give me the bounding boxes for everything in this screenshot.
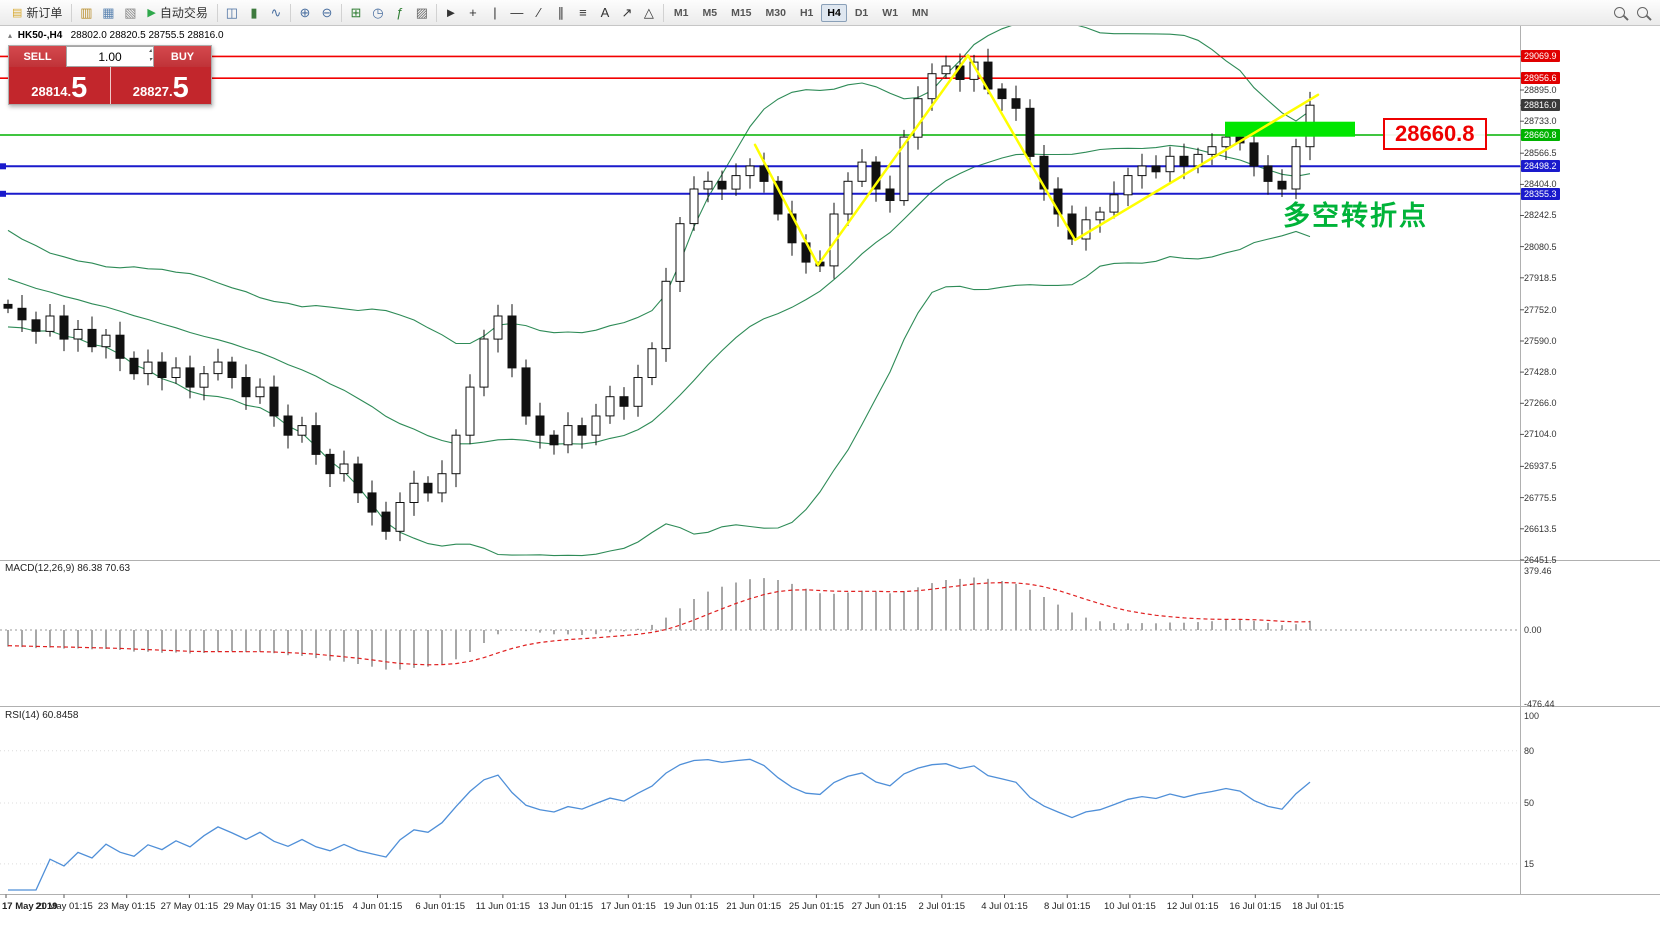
trend-annotation-text[interactable]: 多空转折点 [1283, 201, 1428, 231]
shapes-icon[interactable]: △ [643, 4, 654, 20]
sell-price-main: 28814. [31, 84, 72, 99]
timeframe-mn-button[interactable]: MN [912, 6, 929, 19]
toolbar-separator [71, 3, 73, 22]
buy-button[interactable]: BUY [154, 46, 211, 67]
timeframe-w1-button[interactable]: W1 [882, 6, 899, 19]
toolbar: ▤ 新订单 ▥ ▦ ▧ ▶ 自动交易 ◫ ▮ ∿ ⊕ ⊖ ⊞ ◷ ƒ ▨ ► + | ― ∕ ∥ ≡ A ↗ △ M1 M5 M15 M… [0, 0, 1660, 26]
new-order-icon: ▤ [12, 7, 23, 19]
toolbar-separator [289, 3, 291, 22]
quick-search-icon[interactable] [1637, 7, 1648, 18]
timeframe-toolbar: M1 M5 M15 M30 H1 H4 D1 W1 MN [667, 3, 935, 22]
auto-trading-button-label: 自动交易 [159, 6, 208, 20]
text-icon[interactable]: A [600, 5, 610, 20]
buy-price[interactable]: 28827. 5 [109, 67, 211, 105]
arrows-icon[interactable]: ↗ [621, 4, 633, 20]
templates-icon[interactable]: ▨ [415, 4, 429, 20]
toolbar-separator [662, 3, 664, 22]
chart-symbol-info: ▴ HK50-,H4 28802.0 28820.5 28755.5 28816… [8, 30, 224, 41]
toolbar-separator [340, 3, 342, 22]
data-window-icon[interactable]: ▦ [102, 4, 115, 20]
volume-spinner-icons[interactable]: ▴ ▾ [148, 48, 152, 63]
candlestick-chart-icon[interactable]: ▮ [250, 4, 258, 20]
timeframe-m1-button[interactable]: M1 [673, 6, 689, 19]
buy-price-big-digit: 5 [172, 72, 189, 105]
toolbar-right [1614, 7, 1654, 18]
sell-price-big-digit: 5 [71, 72, 88, 105]
symbol-period-label: HK50-,H4 [17, 30, 63, 41]
toolbar-separator [216, 3, 218, 22]
timeframe-d1-button[interactable]: D1 [854, 6, 869, 19]
timeframe-m30-button[interactable]: M30 [765, 6, 786, 19]
auto-trading-icon: ▶ [147, 7, 156, 19]
fibonacci-icon[interactable]: ≡ [579, 5, 587, 20]
zoom-in-icon[interactable]: ⊕ [299, 4, 311, 20]
horizontal-line-icon[interactable]: ― [510, 5, 524, 20]
timeframe-m5-button[interactable]: M5 [702, 6, 718, 19]
channel-icon[interactable]: ∥ [557, 4, 565, 20]
toolbar-separator [435, 3, 437, 22]
volume-stepper[interactable]: 1.00 ▴ ▾ [66, 46, 154, 67]
vertical-line-icon[interactable]: | [493, 5, 497, 20]
cursor-icon[interactable]: ► [444, 5, 458, 20]
ohlc-values: 28802.0 28820.5 28755.5 28816.0 [70, 30, 224, 41]
market-watch-icon[interactable]: ▥ [80, 4, 93, 20]
volume-value: 1.00 [98, 49, 122, 64]
timeframe-m15-button[interactable]: M15 [731, 6, 752, 19]
timeframe-h1-button[interactable]: H1 [799, 6, 814, 19]
auto-scroll-icon[interactable]: ◷ [372, 4, 384, 20]
timeframe-h4-button[interactable]: H4 [821, 3, 847, 22]
navigator-icon[interactable]: ▧ [124, 4, 137, 20]
tile-windows-icon[interactable]: ⊞ [350, 4, 362, 20]
crosshair-icon[interactable]: + [469, 5, 477, 20]
toolbar-items: ▤ 新订单 ▥ ▦ ▧ ▶ 自动交易 ◫ ▮ ∿ ⊕ ⊖ ⊞ ◷ ƒ ▨ ► + | ― ∕ ∥ ≡ A ↗ △ [6, 2, 667, 23]
zoom-out-icon[interactable]: ⊖ [321, 4, 333, 20]
new-order-button[interactable]: ▤ 新订单 [6, 2, 68, 23]
search-icon[interactable] [1614, 7, 1625, 18]
sell-price[interactable]: 28814. 5 [9, 67, 110, 104]
price-callout-box[interactable]: 28660.8 [1383, 118, 1487, 150]
new-order-button-label: 新订单 [26, 6, 63, 20]
sell-button[interactable]: SELL [9, 46, 66, 67]
line-chart-icon[interactable]: ∿ [270, 4, 282, 20]
one-click-trading-panel: SELL 1.00 ▴ ▾ BUY 28814. 5 28827. 5 [8, 45, 212, 105]
buy-price-main: 28827. [132, 84, 173, 99]
trendline-icon[interactable]: ∕ [537, 5, 540, 20]
macd-panel-label: MACD(12,26,9) 86.38 70.63 [5, 563, 131, 574]
bar-chart-icon[interactable]: ◫ [225, 4, 239, 20]
auto-trading-button[interactable]: ▶ 自动交易 [141, 2, 213, 23]
collapse-icon[interactable]: ▴ [8, 31, 13, 40]
rsi-panel-label: RSI(14) 60.8458 [5, 710, 79, 721]
indicators-icon[interactable]: ƒ [396, 5, 404, 20]
